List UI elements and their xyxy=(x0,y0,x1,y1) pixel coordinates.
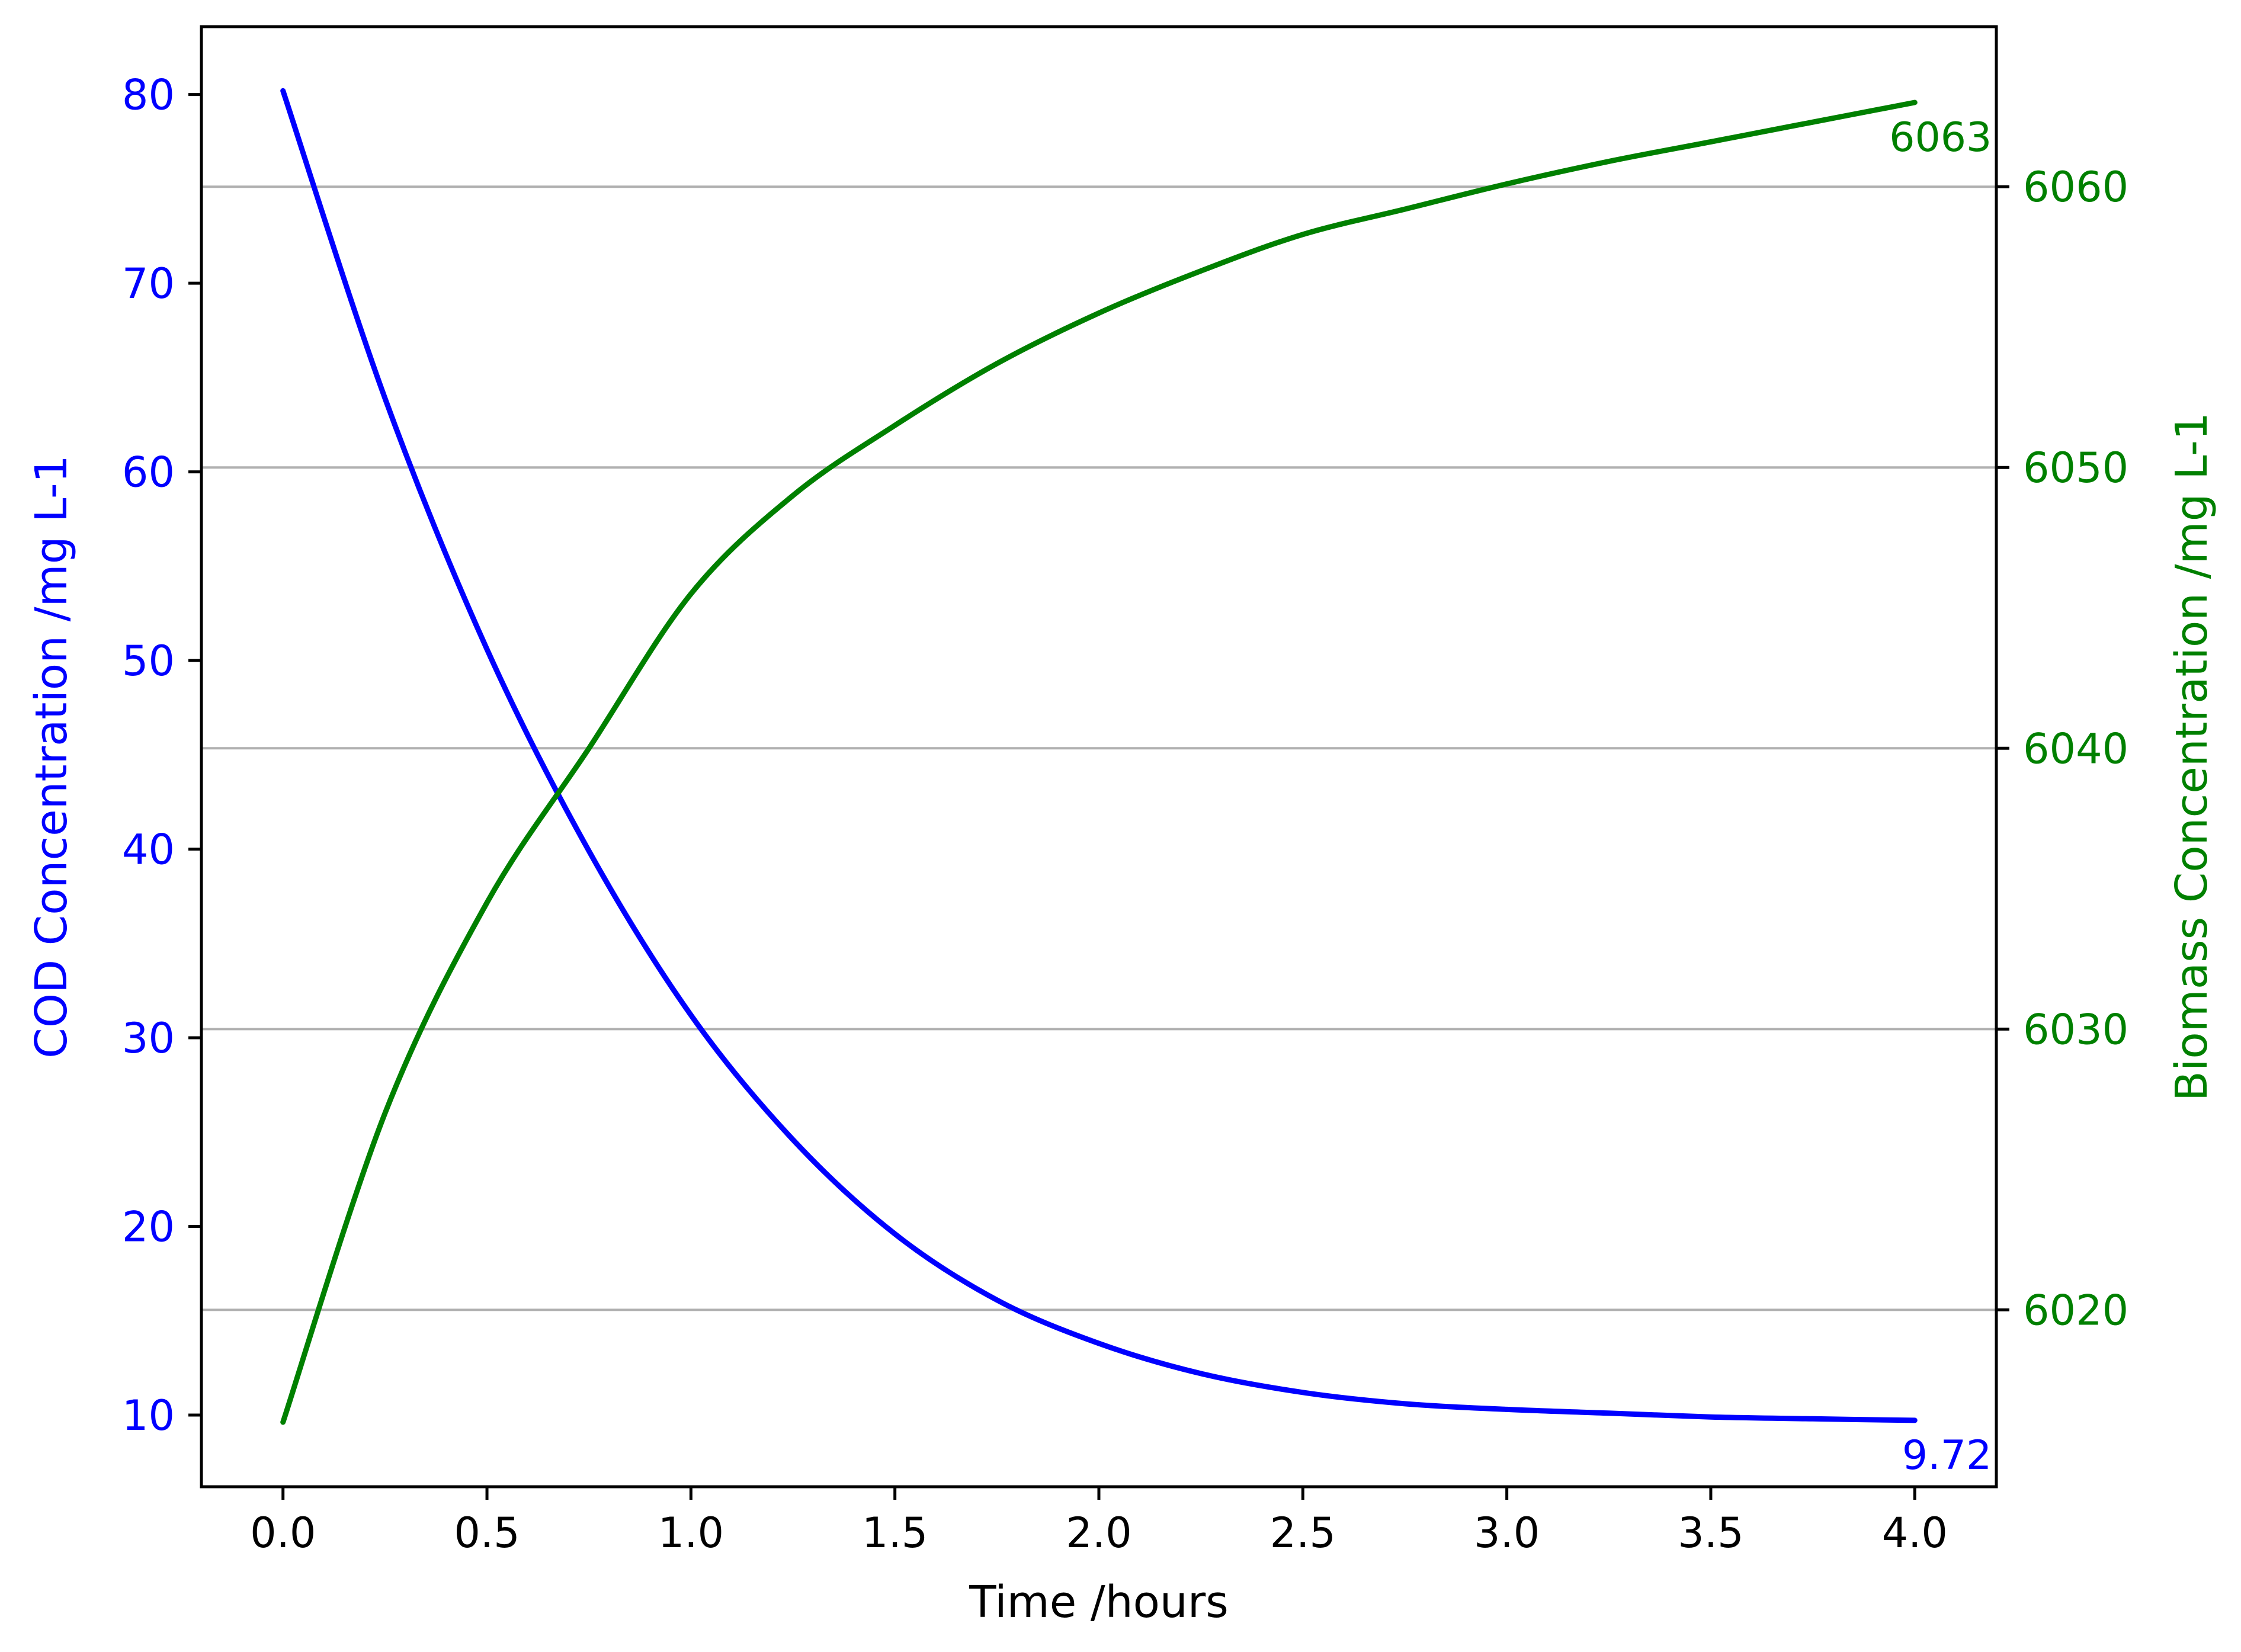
y-left-tick-label: 40 xyxy=(122,826,175,874)
y-left-tick-label: 30 xyxy=(122,1014,175,1063)
x-tick-label: 0.5 xyxy=(454,1509,520,1557)
biomass-series-line xyxy=(280,100,1918,1425)
y-left-tick-label: 10 xyxy=(122,1391,175,1440)
x-axis: 0.0 0.5 1.0 1.5 2.0 2.5 3.0 3.5 4.0 xyxy=(250,1487,1948,1557)
x-tick-label: 3.5 xyxy=(1678,1509,1743,1557)
x-tick-label: 0.0 xyxy=(250,1509,316,1557)
x-tick-label: 1.0 xyxy=(658,1509,724,1557)
y-right-tick-label: 6060 xyxy=(2023,163,2128,211)
y-right-tick-label: 6050 xyxy=(2023,444,2128,492)
x-axis-title: Time /hours xyxy=(969,1577,1229,1628)
y-left-tick-label: 20 xyxy=(122,1203,175,1252)
biomass-end-label: 6063 xyxy=(1889,114,1992,161)
end-annotations: 9.72 6063 xyxy=(1889,114,1992,1479)
x-tick-label: 2.5 xyxy=(1270,1509,1336,1557)
series-lines xyxy=(280,88,1918,1425)
x-tick-label: 4.0 xyxy=(1882,1509,1948,1557)
x-tick-label: 3.0 xyxy=(1474,1509,1540,1557)
y-right-tick-label: 6040 xyxy=(2023,724,2128,773)
y-axis-left: 10 20 30 40 50 60 70 80 xyxy=(122,71,201,1440)
y-axis-left-title: COD Concentration /mg L-1 xyxy=(26,455,77,1058)
cod-end-label: 9.72 xyxy=(1902,1432,1992,1479)
cod-series-line xyxy=(280,88,1918,1423)
x-tick-label: 2.0 xyxy=(1066,1509,1131,1557)
gridlines xyxy=(201,185,1996,1311)
y-axis-right: 6020 6030 6040 6050 6060 xyxy=(1996,163,2128,1335)
y-right-tick-label: 6020 xyxy=(2023,1286,2128,1335)
y-left-tick-label: 50 xyxy=(122,637,175,685)
x-tick-label: 1.5 xyxy=(862,1509,928,1557)
y-axis-right-title: Biomass Concentration /mg L-1 xyxy=(2166,412,2217,1101)
y-left-tick-label: 70 xyxy=(122,259,175,308)
y-right-tick-label: 6030 xyxy=(2023,1005,2128,1054)
y-left-tick-label: 60 xyxy=(122,448,175,497)
y-left-tick-label: 80 xyxy=(122,71,175,120)
